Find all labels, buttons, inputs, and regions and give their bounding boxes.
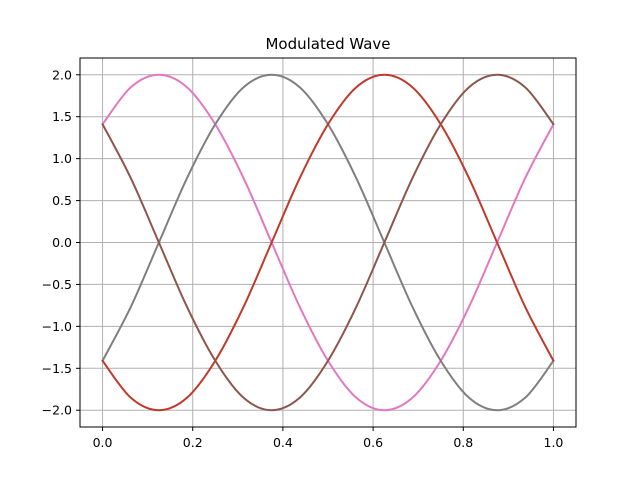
- x-tick-label: 0.2: [183, 435, 203, 450]
- y-tick-label: 2.0: [52, 67, 72, 82]
- y-tick-label: 1.5: [52, 109, 72, 124]
- x-tick-label: 0.8: [453, 435, 473, 450]
- y-tick-label: −1.0: [42, 319, 72, 334]
- y-tick-label: 0.5: [52, 193, 72, 208]
- x-tick-label: 0.0: [93, 435, 113, 450]
- x-tick-label: 1.0: [544, 435, 564, 450]
- series-group: [101, 73, 555, 412]
- x-tick-label: 0.6: [363, 435, 383, 450]
- y-tick-label: −0.5: [42, 277, 72, 292]
- x-tick-label: 0.4: [273, 435, 293, 450]
- series-line-4: [101, 73, 555, 412]
- x-axis: 0.0 0.2 0.4 0.6 0.8 1.0: [93, 427, 564, 450]
- y-axis: 2.0 1.5 1.0 0.5 0.0 −0.5 −1.0 −1.5 −2.0: [42, 67, 80, 418]
- series-line-3: [101, 73, 555, 412]
- y-tick-label: 0.0: [52, 235, 72, 250]
- y-tick-label: 1.0: [52, 151, 72, 166]
- chart-title: Modulated Wave: [265, 35, 390, 53]
- grid: [80, 58, 576, 427]
- y-tick-label: −1.5: [42, 361, 72, 376]
- y-tick-label: −2.0: [42, 403, 72, 418]
